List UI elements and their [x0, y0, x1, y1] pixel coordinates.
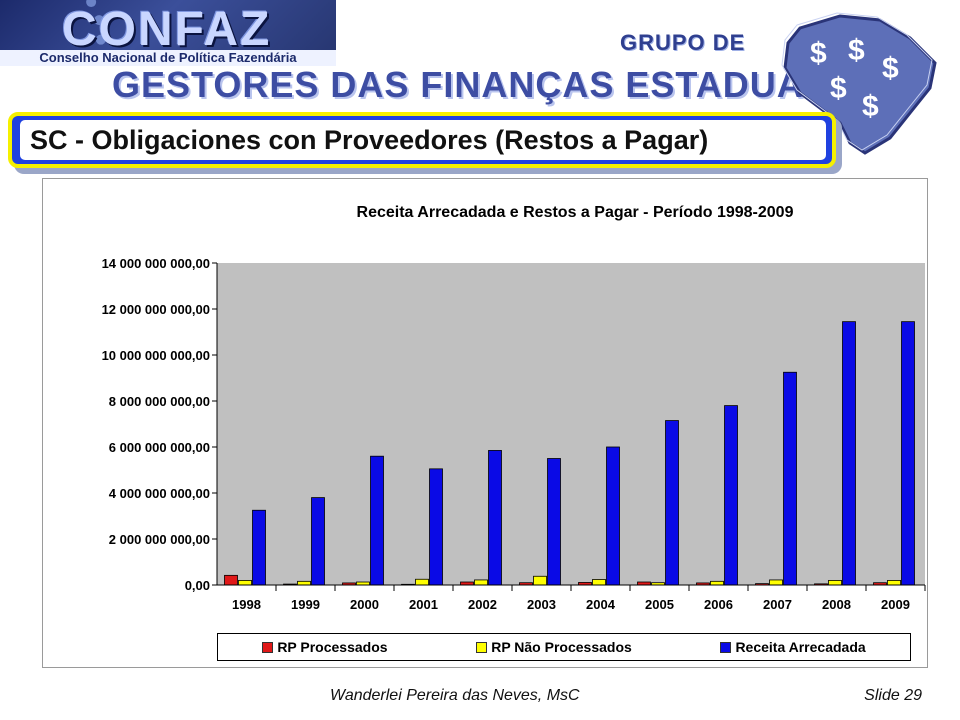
logo-swirl-graphic: [0, 0, 106, 66]
bar-receita-arrecadada-2008: [842, 321, 856, 586]
bar-receita-arrecadada-1998: [252, 509, 266, 586]
x-tick-label-2003: 2003: [527, 597, 556, 612]
legend-label: RP Processados: [277, 639, 388, 655]
map-dollar-3: $: [882, 52, 899, 85]
slide-title-banner: SC - Obligaciones con Proveedores (Resto…: [8, 112, 836, 168]
x-tick-label-2006: 2006: [704, 597, 733, 612]
bar-chart: Receita Arrecadada e Restos a Pagar - Pe…: [102, 204, 926, 612]
bar-receita-arrecadada-2002: [488, 450, 502, 586]
bar-rp-n-o-processados-2006: [710, 580, 724, 586]
bar-receita-arrecadada-2001: [429, 468, 443, 586]
bar-receita-arrecadada-2009: [901, 321, 915, 586]
logo-subtitle: Conselho Nacional de Política Fazendária: [0, 50, 336, 66]
bar-receita-arrecadada-2005: [665, 420, 679, 586]
x-tick-label-2000: 2000: [350, 597, 379, 612]
bar-receita-arrecadada-1999: [311, 497, 325, 586]
bar-rp-n-o-processados-2007: [769, 579, 783, 586]
map-dollar-2: $: [848, 34, 865, 67]
y-tick-label: 10 000 000 000,00: [102, 348, 210, 363]
chart-legend: RP Processados RP Não Processados Receita …: [217, 633, 911, 661]
bar-receita-arrecadada-2006: [724, 405, 738, 586]
x-axis: 1998 1999 2000 2001 2002 2003 2004 2005 2006 2007…: [217, 584, 926, 612]
x-tick-label-2009: 2009: [881, 597, 910, 612]
bar-rp-n-o-processados-2009: [887, 579, 901, 586]
y-tick-label: 8 000 000 000,00: [109, 394, 210, 409]
legend-swatch: [720, 641, 732, 653]
chart-title: Receita Arrecadada e Restos a Pagar - Pe…: [357, 204, 794, 221]
y-tick-label: 12 000 000 000,00: [102, 302, 210, 317]
y-tick-label: 6 000 000 000,00: [109, 440, 210, 455]
bar-receita-arrecadada-2004: [606, 446, 620, 586]
x-tick-label-2008: 2008: [822, 597, 851, 612]
map-dollar-4: $: [830, 72, 847, 105]
legend-item: RP Processados: [262, 639, 388, 655]
bar-rp-n-o-processados-1998: [238, 579, 252, 586]
x-tick-label-1998: 1998: [232, 597, 261, 612]
bar-receita-arrecadada-2007: [783, 371, 797, 586]
y-axis: 0,00 2 000 000 000,00 4 000 000 000,00 6 00…: [102, 256, 218, 593]
legend-item: Receita Arrecadada: [720, 639, 866, 655]
x-tick-label-1999: 1999: [291, 597, 320, 612]
map-dollar-5: $: [862, 90, 879, 123]
y-tick-label: 14 000 000 000,00: [102, 256, 210, 271]
bar-rp-n-o-processados-2008: [828, 579, 842, 586]
bar-rp-processados-1998: [224, 574, 238, 586]
bar-receita-arrecadada-2003: [547, 458, 561, 586]
x-tick-label-2002: 2002: [468, 597, 497, 612]
bar-rp-n-o-processados-2003: [533, 575, 547, 586]
logo-main-text: CONFAZ: [62, 3, 272, 56]
legend-label: RP Não Processados: [491, 639, 632, 655]
y-tick-label: 0,00: [185, 578, 210, 593]
x-tick-label-2004: 2004: [586, 597, 616, 612]
legend-swatch: [262, 641, 274, 653]
bar-receita-arrecadada-2000: [370, 455, 384, 586]
plot-area: [217, 263, 925, 585]
legend-swatch: [476, 641, 488, 653]
x-tick-label-2001: 2001: [409, 597, 438, 612]
confaz-logo: CONFAZ Conselho Nacional de Política Faz…: [0, 0, 336, 66]
chart-frame: Receita Arrecadada e Restos a Pagar - Pe…: [42, 178, 928, 668]
legend-item: RP Não Processados: [476, 639, 632, 655]
group-title: GESTORES DAS FINANÇAS ESTADUAIS: [112, 64, 840, 105]
x-tick-label-2005: 2005: [645, 597, 674, 612]
bar-rp-n-o-processados-2001: [415, 578, 429, 586]
y-tick-label: 2 000 000 000,00: [109, 532, 210, 547]
brazil-map-icon: $ $ $ $ $: [781, 12, 937, 155]
x-tick-label-2007: 2007: [763, 597, 792, 612]
map-dollar-1: $: [810, 37, 827, 70]
legend-label: Receita Arrecadada: [735, 639, 866, 655]
slide-title: SC - Obligaciones con Proveedores (Resto…: [20, 120, 826, 160]
bar-rp-n-o-processados-2004: [592, 579, 606, 586]
slide-number: Slide 29: [864, 687, 922, 704]
y-tick-label: 4 000 000 000,00: [109, 486, 210, 501]
group-label: GRUPO DE: [620, 30, 746, 55]
bar-rp-n-o-processados-2002: [474, 579, 488, 586]
footer-author: Wanderlei Pereira das Neves, MsC: [330, 687, 580, 704]
bar-rp-n-o-processados-1999: [297, 580, 311, 586]
